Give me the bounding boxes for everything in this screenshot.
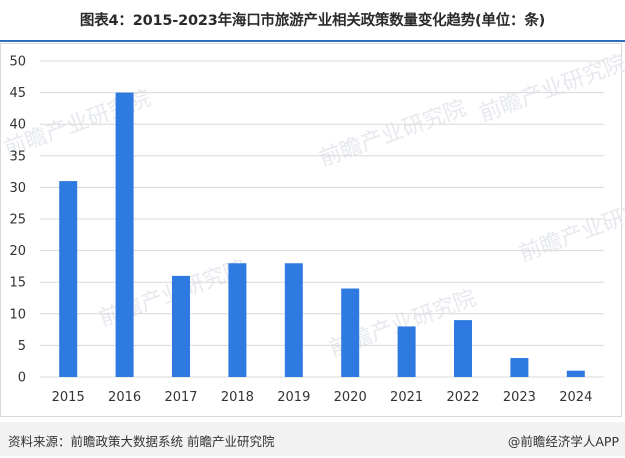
bar-2019 xyxy=(284,263,303,377)
source-note: 资料来源：前瞻政策大数据系统 前瞻产业研究院 xyxy=(8,434,275,449)
gridlines xyxy=(40,60,604,378)
y-tick-label: 10 xyxy=(9,307,26,322)
y-tick-label: 35 xyxy=(9,149,26,164)
brand-credit: @前瞻经济学人APP xyxy=(507,434,619,449)
y-tick-label: 5 xyxy=(18,339,26,354)
watermark-text: 前瞻产业研究院 xyxy=(316,96,469,172)
x-tick-label: 2019 xyxy=(277,390,310,405)
x-tick-label: 2023 xyxy=(503,390,536,405)
chart-title: 图表4：2015-2023年海口市旅游产业相关政策数量变化趋势(单位：条) xyxy=(79,13,546,29)
watermark-text: 前瞻产业研究院 xyxy=(476,51,625,127)
x-tick-label: 2015 xyxy=(52,390,85,405)
y-tick-label: 30 xyxy=(9,181,26,196)
x-tick-label: 2020 xyxy=(334,390,367,405)
bar-series xyxy=(59,92,585,377)
bar-2015 xyxy=(59,181,78,377)
title-divider xyxy=(0,40,625,42)
bar-2016 xyxy=(115,92,134,377)
x-tick-label: 2016 xyxy=(108,390,141,405)
bar-2024 xyxy=(566,370,585,377)
y-tick-label: 0 xyxy=(18,371,26,386)
bar-2022 xyxy=(454,320,472,377)
bar-chart: 前瞻产业研究院前瞻产业研究院前瞻产业研究院前瞻产业研究院前瞻产业研究院前瞻产业研… xyxy=(1,51,625,405)
bar-2017 xyxy=(172,275,190,377)
footer-bar: 资料来源：前瞻政策大数据系统 前瞻产业研究院 @前瞻经济学人APP xyxy=(0,422,625,456)
bar-2020 xyxy=(341,288,360,377)
y-axis: 0 5 10 15 20 25 30 35 40 45 50 xyxy=(9,55,26,386)
watermark-text: 前瞻产业研究院 xyxy=(516,191,625,267)
bar-2018 xyxy=(228,263,247,377)
x-tick-label: 2022 xyxy=(446,390,479,405)
y-tick-label: 45 xyxy=(9,86,26,101)
x-tick-label: 2018 xyxy=(221,390,254,405)
x-tick-label: 2017 xyxy=(164,390,197,405)
x-tick-label: 2021 xyxy=(390,390,423,405)
x-axis: 2015 2016 2017 2018 2019 2020 2021 2022 2023 2024 xyxy=(52,390,593,405)
bar-2023 xyxy=(510,358,529,377)
bar-2021 xyxy=(397,326,416,377)
y-tick-label: 25 xyxy=(9,213,26,228)
y-tick-label: 40 xyxy=(9,118,26,133)
y-tick-label: 20 xyxy=(9,244,26,259)
y-tick-label: 50 xyxy=(9,55,26,70)
plot-frame xyxy=(0,43,622,417)
watermark-layer: 前瞻产业研究院前瞻产业研究院前瞻产业研究院前瞻产业研究院前瞻产业研究院前瞻产业研… xyxy=(1,51,625,362)
y-tick-label: 15 xyxy=(9,276,26,291)
x-tick-label: 2024 xyxy=(559,390,592,405)
